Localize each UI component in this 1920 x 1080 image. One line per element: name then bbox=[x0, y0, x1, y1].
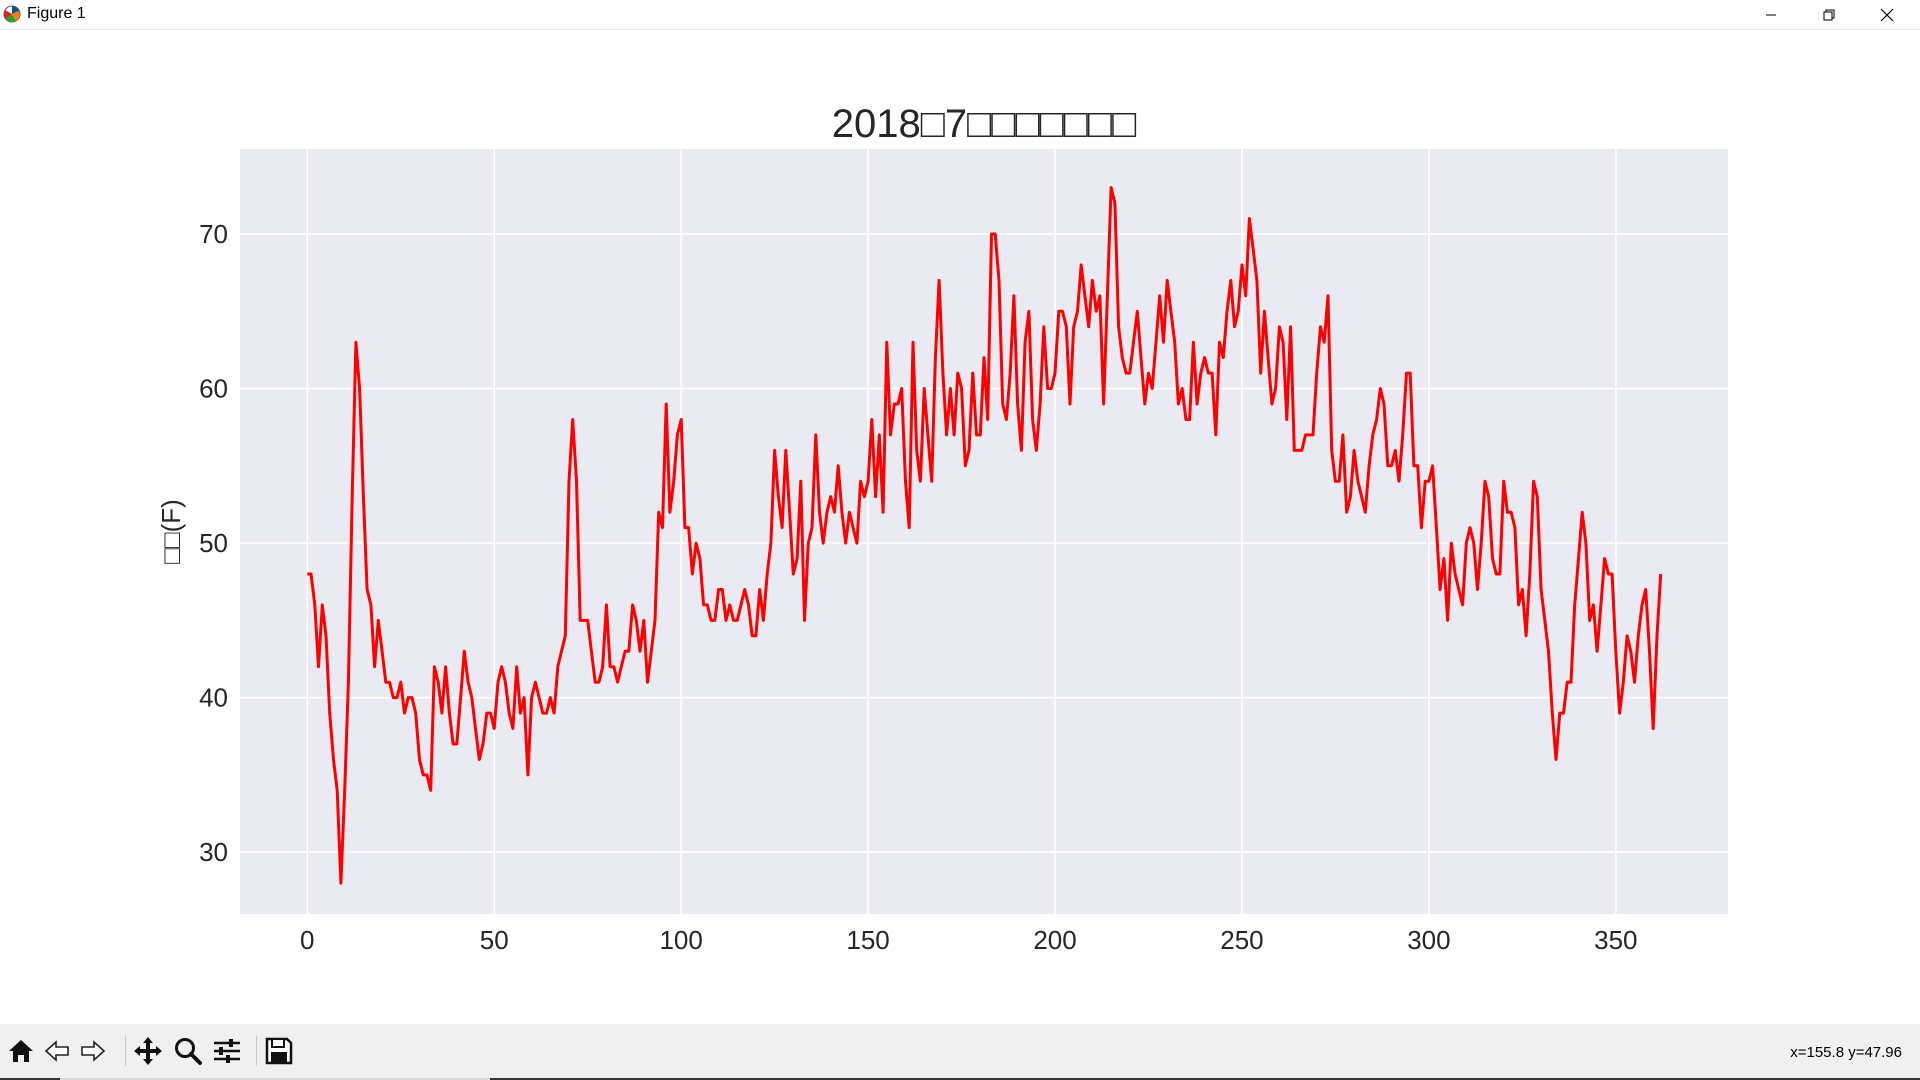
toolbar-separator bbox=[256, 1036, 257, 1066]
y-tick-labels: 30 40 50 60 70 bbox=[199, 219, 228, 867]
close-button[interactable] bbox=[1859, 0, 1915, 29]
configure-subplots-icon bbox=[214, 1039, 240, 1063]
y-tick-label: 50 bbox=[199, 528, 228, 558]
line-chart: 0 50 100 150 200 250 300 350 30 40 50 60 70 2018□7□… bbox=[156, 102, 1728, 955]
y-tick-label: 40 bbox=[199, 683, 228, 713]
cursor-coordinates: x=155.8 y=47.96 bbox=[1790, 1044, 1902, 1061]
x-tick-label: 150 bbox=[846, 925, 889, 955]
save-button[interactable] bbox=[261, 1034, 297, 1068]
x-tick-label: 350 bbox=[1594, 925, 1637, 955]
chart-title: 2018□7□□□□□□□ bbox=[832, 102, 1137, 146]
window-titlebar: Figure 1 bbox=[0, 0, 1920, 30]
y-tick-label: 60 bbox=[199, 374, 228, 404]
figure-canvas[interactable]: 0 50 100 150 200 250 300 350 30 40 50 60 70 2018□7□… bbox=[0, 30, 1920, 1024]
home-button[interactable] bbox=[3, 1034, 39, 1068]
navigation-toolbar: x=155.8 y=47.96 bbox=[0, 1024, 1920, 1080]
restore-button[interactable] bbox=[1801, 0, 1857, 29]
y-axis-label: □□(F) bbox=[156, 499, 186, 564]
x-tick-label: 0 bbox=[300, 925, 314, 955]
y-tick-label: 70 bbox=[199, 219, 228, 249]
x-tick-label: 200 bbox=[1033, 925, 1076, 955]
x-tick-label: 100 bbox=[659, 925, 702, 955]
x-tick-label: 50 bbox=[480, 925, 509, 955]
window-title: Figure 1 bbox=[27, 5, 86, 22]
y-tick-label: 30 bbox=[199, 837, 228, 867]
close-icon bbox=[1880, 8, 1894, 21]
pan-icon bbox=[134, 1037, 162, 1065]
home-icon bbox=[9, 1040, 33, 1062]
back-button[interactable] bbox=[39, 1034, 75, 1068]
window-bottom-edge bbox=[0, 1078, 1920, 1080]
minimize-button[interactable] bbox=[1743, 0, 1799, 29]
x-tick-label: 250 bbox=[1220, 925, 1263, 955]
forward-icon bbox=[81, 1040, 106, 1062]
x-tick-label: 300 bbox=[1407, 925, 1450, 955]
matplotlib-app-icon bbox=[3, 5, 21, 23]
back-icon bbox=[44, 1040, 69, 1062]
series-lines bbox=[307, 186, 1663, 885]
forward-button[interactable] bbox=[75, 1034, 111, 1068]
temperature-series-line bbox=[307, 186, 1663, 885]
restore-icon bbox=[1823, 9, 1835, 20]
x-tick-labels: 0 50 100 150 200 250 300 350 bbox=[300, 925, 1637, 955]
toolbar-separator bbox=[125, 1036, 126, 1066]
minimize-icon bbox=[1766, 14, 1776, 15]
zoom-button[interactable] bbox=[170, 1034, 206, 1068]
pan-button[interactable] bbox=[130, 1034, 166, 1068]
plot-area bbox=[240, 149, 1728, 914]
configure-subplots-button[interactable] bbox=[209, 1034, 245, 1068]
zoom-icon bbox=[175, 1038, 202, 1065]
grid-lines bbox=[240, 149, 1728, 914]
save-icon bbox=[265, 1037, 293, 1065]
